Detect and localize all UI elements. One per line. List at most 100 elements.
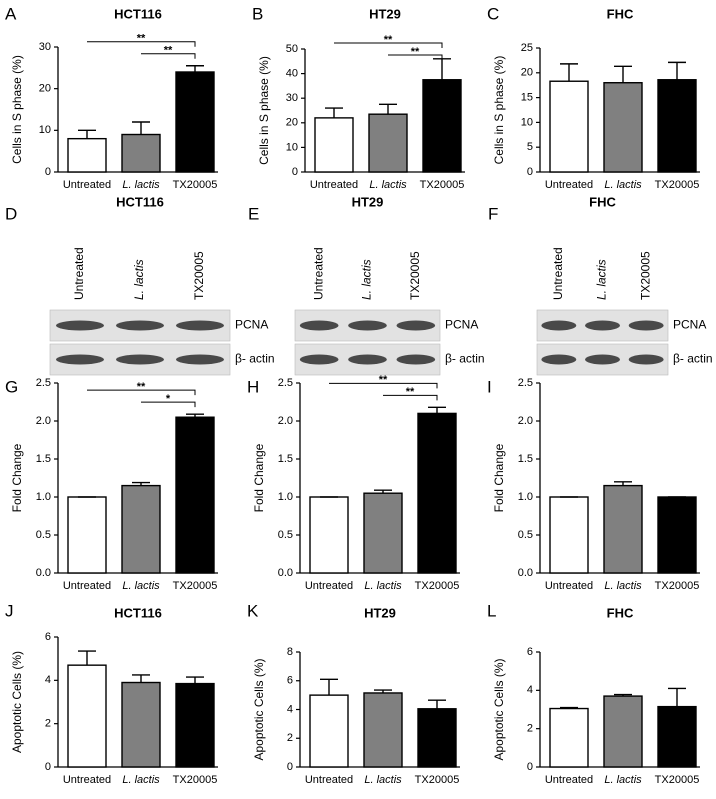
panel-letter: F xyxy=(488,204,498,223)
y-tick-label: 5 xyxy=(527,141,533,153)
blot-band xyxy=(116,320,164,331)
band-label: β- actin xyxy=(445,352,485,366)
x-tick-label: TX20005 xyxy=(655,774,700,786)
error-bar xyxy=(78,129,96,139)
blot-band xyxy=(299,354,339,365)
error-bar xyxy=(668,687,686,707)
error-bar xyxy=(186,65,204,72)
bar xyxy=(175,71,215,173)
bar xyxy=(657,79,697,173)
chart-title: HCT116 xyxy=(114,6,162,21)
bar xyxy=(121,133,161,173)
error-bar xyxy=(428,699,446,709)
significance-line xyxy=(388,54,443,60)
y-tick-label: 20 xyxy=(521,67,533,79)
y-tick-label: 0 xyxy=(527,166,533,178)
significance-line xyxy=(87,389,196,396)
y-tick-label: 0.5 xyxy=(518,529,533,541)
error-bar xyxy=(614,481,632,486)
bar xyxy=(67,664,107,768)
y-tick-label: 8 xyxy=(287,646,293,658)
bar xyxy=(314,117,354,173)
error-bar xyxy=(132,121,150,135)
y-tick-label: 20 xyxy=(286,117,298,129)
x-tick-label: L. lactis xyxy=(364,580,402,592)
y-axis-label: Apoptotic Cells (%) xyxy=(10,651,24,753)
significance-label: ** xyxy=(411,46,420,58)
x-tick-label: Untreated xyxy=(63,774,111,786)
x-tick-label: Untreated xyxy=(63,179,111,191)
significance-label: ** xyxy=(137,381,146,393)
error-bar xyxy=(614,693,632,697)
y-tick-label: 30 xyxy=(286,92,298,104)
blot-band xyxy=(299,320,339,331)
y-axis-label: Apoptotic Cells (%) xyxy=(492,658,506,760)
blot-title: HT29 xyxy=(352,194,384,209)
lane-label: TX20005 xyxy=(638,251,652,300)
y-tick-label: 10 xyxy=(521,116,533,128)
y-tick-label: 1.5 xyxy=(278,453,293,465)
bar xyxy=(175,682,215,768)
x-tick-label: TX20005 xyxy=(415,580,460,592)
error-bar xyxy=(560,63,578,82)
y-tick-label: 15 xyxy=(521,92,533,104)
panel-letter: C xyxy=(487,4,499,23)
y-tick-label: 0.5 xyxy=(278,529,293,541)
blot-band xyxy=(585,320,620,331)
blot-title: HCT116 xyxy=(116,194,164,209)
bar xyxy=(603,484,643,574)
significance-line xyxy=(141,53,196,59)
significance-line xyxy=(383,394,438,401)
x-tick-label: TX20005 xyxy=(173,179,218,191)
y-tick-label: 2.0 xyxy=(278,415,293,427)
y-tick-label: 0 xyxy=(45,761,51,773)
significance-line xyxy=(87,41,196,47)
y-tick-label: 0 xyxy=(287,761,293,773)
y-tick-label: 0.0 xyxy=(278,567,293,579)
y-tick-label: 30 xyxy=(39,41,51,53)
x-tick-label: L. lactis xyxy=(604,580,642,592)
panel-letter: K xyxy=(247,601,259,620)
blot-band xyxy=(116,354,164,365)
y-tick-label: 10 xyxy=(286,141,298,153)
bar xyxy=(175,416,215,574)
blot-band xyxy=(541,320,577,331)
significance-label: ** xyxy=(406,386,415,398)
significance-line xyxy=(141,401,196,408)
y-tick-label: 4 xyxy=(527,684,533,696)
y-tick-label: 2 xyxy=(45,718,51,730)
bar xyxy=(363,692,403,768)
panel-letter: H xyxy=(247,377,259,396)
y-axis-label: Fold Change xyxy=(492,443,506,512)
blot-band xyxy=(396,320,436,331)
y-axis-label: Apoptotic Cells (%) xyxy=(252,658,266,760)
y-tick-label: 40 xyxy=(286,68,298,80)
blot-band xyxy=(348,320,387,331)
band-label: β- actin xyxy=(235,352,275,366)
blot-band xyxy=(176,354,224,365)
y-tick-label: 0.5 xyxy=(36,529,51,541)
error-bar xyxy=(186,413,204,418)
x-tick-label: Untreated xyxy=(305,774,353,786)
blot-title: FHC xyxy=(589,194,616,209)
blot-band xyxy=(56,320,104,331)
x-tick-label: L. lactis xyxy=(122,774,160,786)
error-bar xyxy=(132,481,150,486)
y-tick-label: 2 xyxy=(287,732,293,744)
error-bar xyxy=(374,489,392,494)
blot-band xyxy=(628,354,664,365)
lane-label: L. lactis xyxy=(595,259,609,300)
error-bar xyxy=(325,107,343,118)
error-bar xyxy=(78,650,96,666)
y-tick-label: 6 xyxy=(45,631,51,643)
x-tick-label: Untreated xyxy=(545,179,593,191)
blot-band xyxy=(628,320,664,331)
y-tick-label: 2.5 xyxy=(518,377,533,389)
bar xyxy=(121,681,161,768)
y-tick-label: 20 xyxy=(39,83,51,95)
x-tick-label: Untreated xyxy=(545,580,593,592)
lane-label: L. lactis xyxy=(360,259,374,300)
error-bar xyxy=(433,58,451,80)
bar xyxy=(417,412,457,574)
